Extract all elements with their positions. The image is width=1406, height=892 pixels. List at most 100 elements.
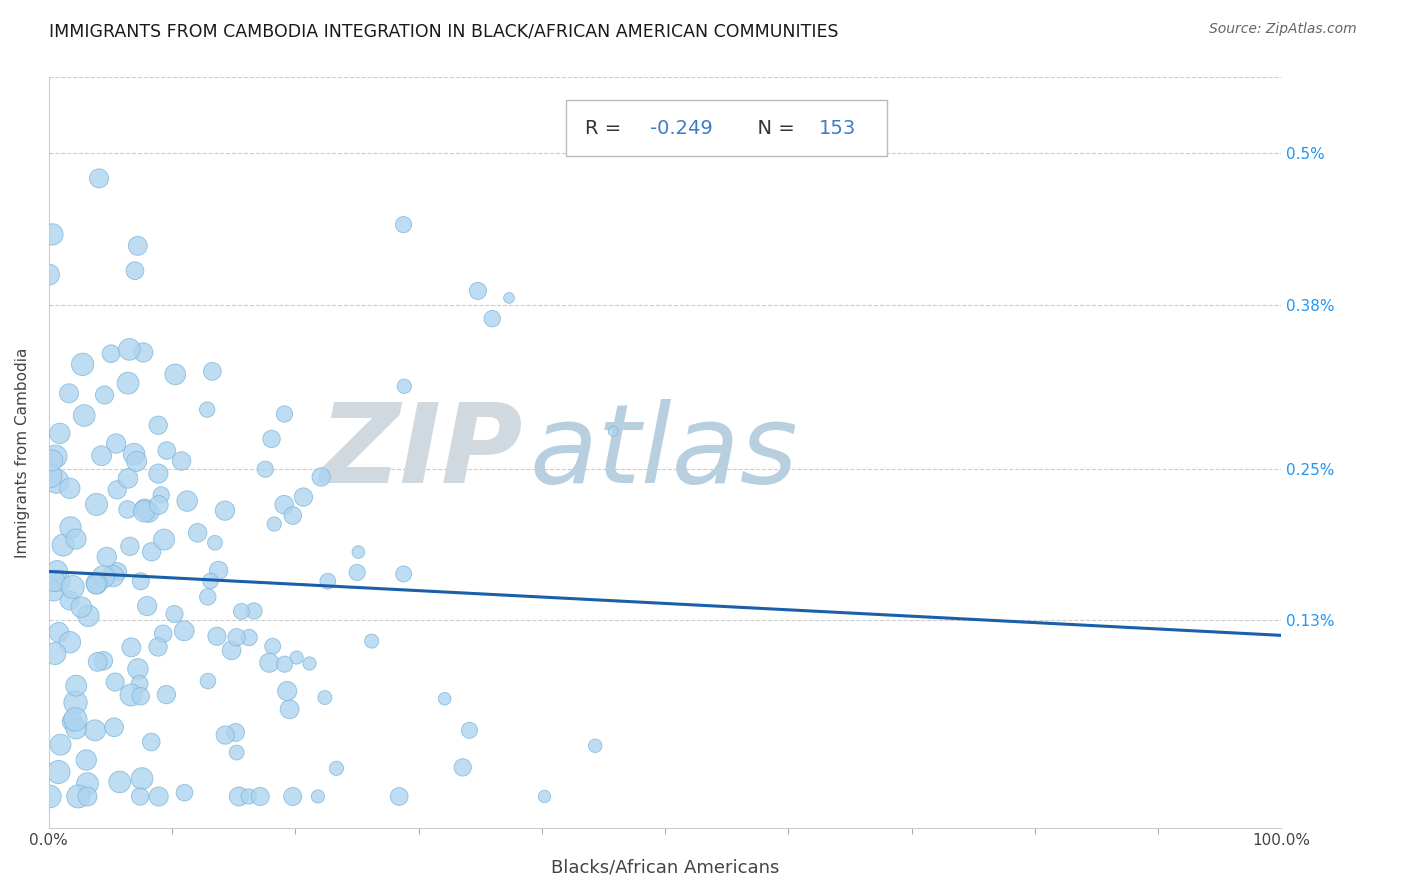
Point	[201, 364, 224, 378]
Point	[278, 702, 301, 716]
Point	[285, 650, 308, 665]
Point	[86, 655, 108, 669]
Point	[148, 789, 170, 804]
Point	[134, 501, 156, 516]
Point	[249, 789, 271, 804]
X-axis label: Blacks/African Americans: Blacks/African Americans	[551, 859, 779, 877]
Point	[200, 574, 222, 588]
Point	[292, 490, 315, 504]
Point	[59, 635, 82, 649]
Point	[205, 629, 228, 643]
Point	[238, 789, 260, 804]
Point	[125, 454, 148, 468]
Point	[60, 714, 83, 729]
Point	[100, 347, 122, 361]
Point	[65, 532, 87, 546]
Point	[49, 738, 72, 752]
Point	[498, 291, 520, 305]
Point	[129, 574, 152, 589]
Point	[129, 789, 152, 804]
Point	[75, 753, 97, 767]
Point	[141, 545, 163, 559]
Point	[163, 607, 186, 621]
Point	[38, 268, 60, 282]
Point	[65, 679, 87, 693]
Point	[214, 503, 236, 517]
Point	[360, 634, 382, 648]
Point	[105, 483, 128, 497]
Point	[388, 789, 411, 804]
Point	[84, 577, 107, 591]
Point	[273, 498, 295, 512]
Point	[90, 449, 112, 463]
Point	[225, 630, 247, 644]
Point	[65, 696, 87, 710]
Point	[86, 576, 108, 591]
Point	[260, 432, 283, 446]
Point	[45, 475, 67, 489]
Point	[208, 563, 231, 577]
Point	[120, 688, 142, 702]
Point	[93, 570, 115, 584]
Point	[259, 656, 281, 670]
Point	[65, 712, 87, 726]
Text: IMMIGRANTS FROM CAMBODIA INTEGRATION IN BLACK/AFRICAN AMERICAN COMMUNITIES: IMMIGRANTS FROM CAMBODIA INTEGRATION IN …	[49, 22, 839, 40]
Point	[44, 450, 66, 464]
Point	[52, 538, 75, 552]
Point	[346, 566, 368, 580]
Text: N =: N =	[745, 119, 801, 137]
Point	[316, 574, 339, 589]
Point	[129, 690, 152, 704]
Point	[156, 443, 179, 458]
Point	[93, 654, 115, 668]
Point	[104, 675, 127, 690]
Point	[41, 227, 63, 242]
Point	[228, 789, 250, 804]
Point	[148, 498, 170, 512]
Point	[273, 407, 295, 421]
Point	[120, 640, 142, 655]
Point	[108, 775, 131, 789]
Point	[197, 674, 219, 689]
Point	[433, 691, 456, 706]
Point	[72, 357, 94, 371]
Point	[281, 789, 304, 804]
Point	[77, 608, 100, 623]
Point	[38, 789, 60, 804]
Text: ZIP: ZIP	[319, 400, 523, 507]
Point	[117, 376, 139, 391]
Point	[59, 481, 82, 495]
Point	[263, 516, 285, 531]
Point	[173, 786, 195, 800]
Point	[124, 263, 146, 277]
Point	[58, 593, 80, 607]
Text: atlas: atlas	[530, 400, 799, 507]
Point	[132, 345, 155, 359]
Point	[48, 574, 70, 588]
Point	[152, 626, 174, 640]
Point	[148, 467, 170, 481]
Point	[96, 549, 118, 564]
Point	[176, 494, 198, 508]
Point	[127, 662, 149, 676]
Text: Source: ZipAtlas.com: Source: ZipAtlas.com	[1209, 22, 1357, 37]
Point	[170, 454, 193, 468]
Point	[481, 311, 503, 326]
Point	[165, 368, 187, 382]
Point	[107, 565, 129, 579]
Point	[467, 284, 489, 298]
Point	[262, 639, 284, 653]
Point	[118, 343, 141, 357]
Point	[127, 239, 149, 253]
Point	[84, 723, 107, 738]
Point	[141, 735, 163, 749]
Point	[48, 764, 70, 779]
Point	[197, 590, 219, 604]
Point	[309, 470, 332, 484]
Point	[73, 409, 96, 423]
Text: R =: R =	[585, 119, 627, 137]
Point	[583, 739, 606, 753]
Point	[59, 520, 82, 534]
Point	[254, 462, 277, 476]
Point	[392, 218, 415, 232]
